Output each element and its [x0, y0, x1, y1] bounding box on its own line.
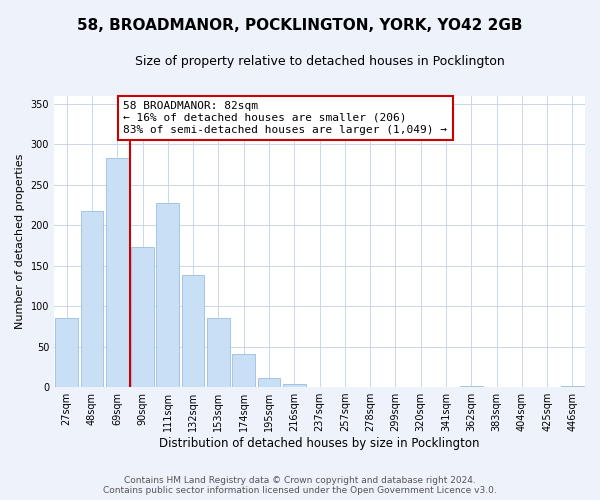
- Text: 58 BROADMANOR: 82sqm
← 16% of detached houses are smaller (206)
83% of semi-deta: 58 BROADMANOR: 82sqm ← 16% of detached h…: [123, 102, 447, 134]
- X-axis label: Distribution of detached houses by size in Pocklington: Distribution of detached houses by size …: [159, 437, 480, 450]
- Text: 58, BROADMANOR, POCKLINGTON, YORK, YO42 2GB: 58, BROADMANOR, POCKLINGTON, YORK, YO42 …: [77, 18, 523, 32]
- Bar: [207, 318, 230, 387]
- Bar: [460, 386, 482, 387]
- Bar: [182, 276, 205, 387]
- Bar: [232, 354, 255, 387]
- Bar: [55, 318, 78, 387]
- Bar: [561, 386, 584, 387]
- Bar: [257, 378, 280, 387]
- Y-axis label: Number of detached properties: Number of detached properties: [15, 154, 25, 329]
- Bar: [80, 212, 103, 387]
- Text: Contains HM Land Registry data © Crown copyright and database right 2024.
Contai: Contains HM Land Registry data © Crown c…: [103, 476, 497, 495]
- Title: Size of property relative to detached houses in Pocklington: Size of property relative to detached ho…: [134, 55, 505, 68]
- Bar: [283, 384, 305, 387]
- Bar: [157, 204, 179, 387]
- Bar: [106, 158, 128, 387]
- Bar: [131, 247, 154, 387]
